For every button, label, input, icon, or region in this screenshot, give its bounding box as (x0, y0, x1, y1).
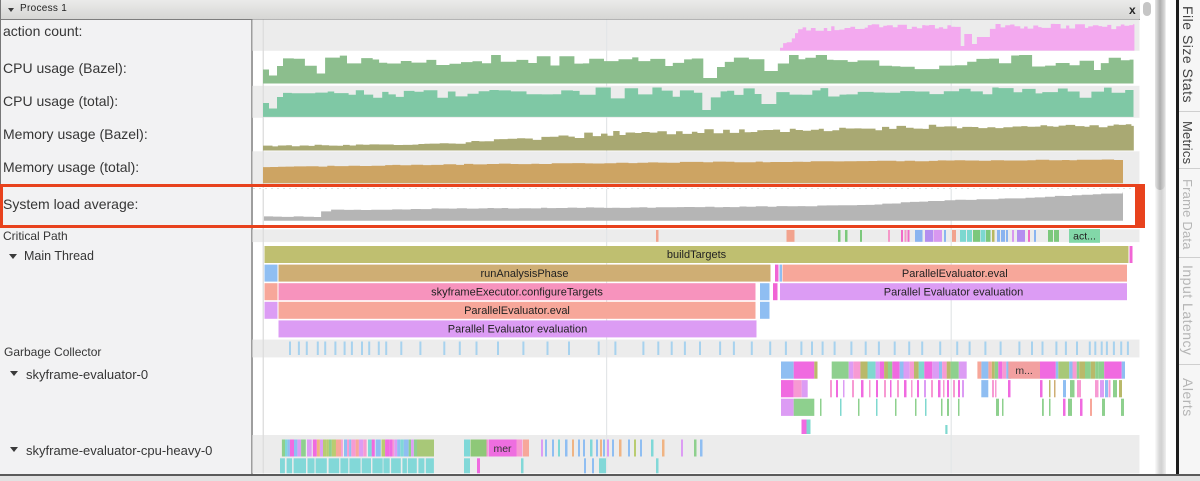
svg-text:act...: act... (1073, 231, 1096, 243)
svg-text:m...: m... (1015, 365, 1033, 377)
svg-text:mer: mer (493, 443, 512, 455)
svg-text:Parallel Evaluator evaluation: Parallel Evaluator evaluation (884, 286, 1023, 298)
svg-text:runAnalysisPhase: runAnalysisPhase (480, 268, 568, 280)
svg-text:buildTargets: buildTargets (667, 249, 727, 261)
svg-text:ParallelEvaluator.eval: ParallelEvaluator.eval (464, 305, 570, 317)
svg-text:Parallel Evaluator evaluation: Parallel Evaluator evaluation (448, 324, 587, 336)
svg-text:skyframeExecutor.configureTarg: skyframeExecutor.configureTargets (431, 286, 603, 298)
svg-text:ParallelEvaluator.eval: ParallelEvaluator.eval (902, 268, 1008, 280)
